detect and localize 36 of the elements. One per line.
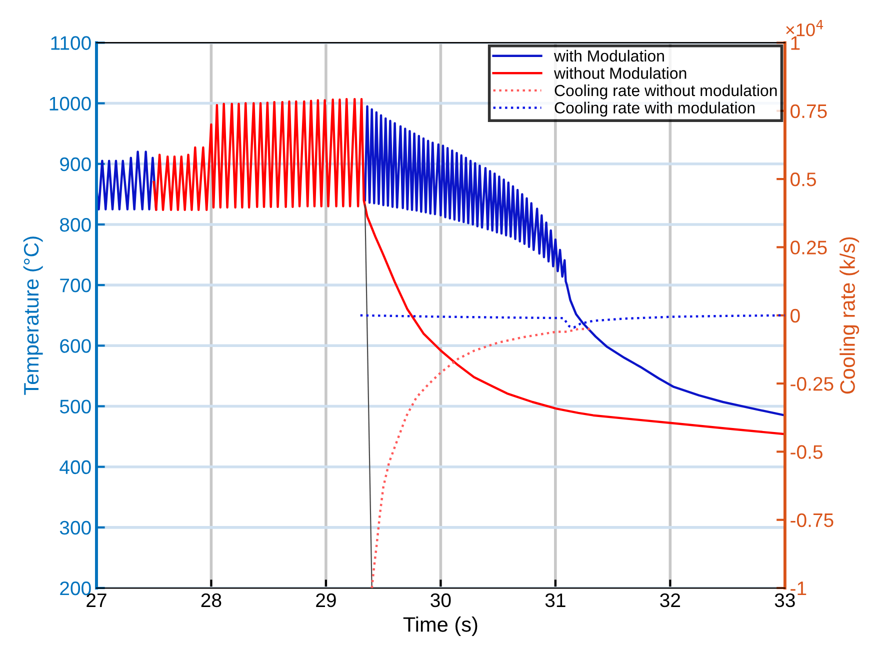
x-tick-label: 28 (201, 593, 222, 608)
y2-tick-label: 0 (790, 308, 800, 323)
y-tick-label: 400 (60, 460, 91, 474)
y2-tick-label: -1 (790, 582, 806, 596)
x-tick-label: 29 (316, 593, 336, 608)
y2-tick-label: 0.5 (790, 172, 816, 186)
y-tick-label: 900 (60, 157, 91, 172)
legend-label: Cooling rate without modulation (554, 84, 777, 100)
y2-axis-title: Cooling rate (k/s) (840, 237, 860, 394)
y-tick-label: 800 (60, 218, 91, 232)
legend-label: without Modulation (554, 67, 686, 79)
y-tick-label: 600 (60, 339, 91, 353)
y2-tick-label: 0.75 (790, 104, 827, 118)
y2-tick-label: 0.25 (790, 240, 827, 254)
y-tick-label: 700 (60, 278, 91, 292)
y-tick-label: 1000 (50, 96, 91, 111)
line-series (359, 314, 785, 329)
x-tick-label: 30 (430, 593, 451, 608)
y-tick-label: 300 (60, 520, 91, 535)
x-tick-label: 32 (660, 593, 680, 608)
y-axis-title: Temperature (°C) (23, 236, 43, 395)
y-tick-label: 200 (60, 581, 91, 596)
y2-tick-label: 1 (791, 36, 800, 50)
y2-tick-label: -0.25 (790, 376, 834, 391)
text: ×10$^{4}$ (786, 20, 824, 36)
y-tick-label: 1100 (51, 36, 91, 50)
legend-label: with Modulation (554, 50, 664, 62)
x-tick-label: 27 (86, 593, 106, 607)
x-tick-label: 33 (774, 593, 795, 608)
x-axis-title: Time (s) (403, 616, 478, 636)
legend-label: Cooling rate with modulation (554, 102, 755, 117)
y2-tick-label: -0.5 (790, 445, 822, 459)
y2-tick-label: -0.75 (790, 513, 834, 528)
x-tick-label: 31 (545, 593, 566, 608)
y-tick-label: 500 (60, 400, 91, 414)
line-series (370, 328, 591, 588)
